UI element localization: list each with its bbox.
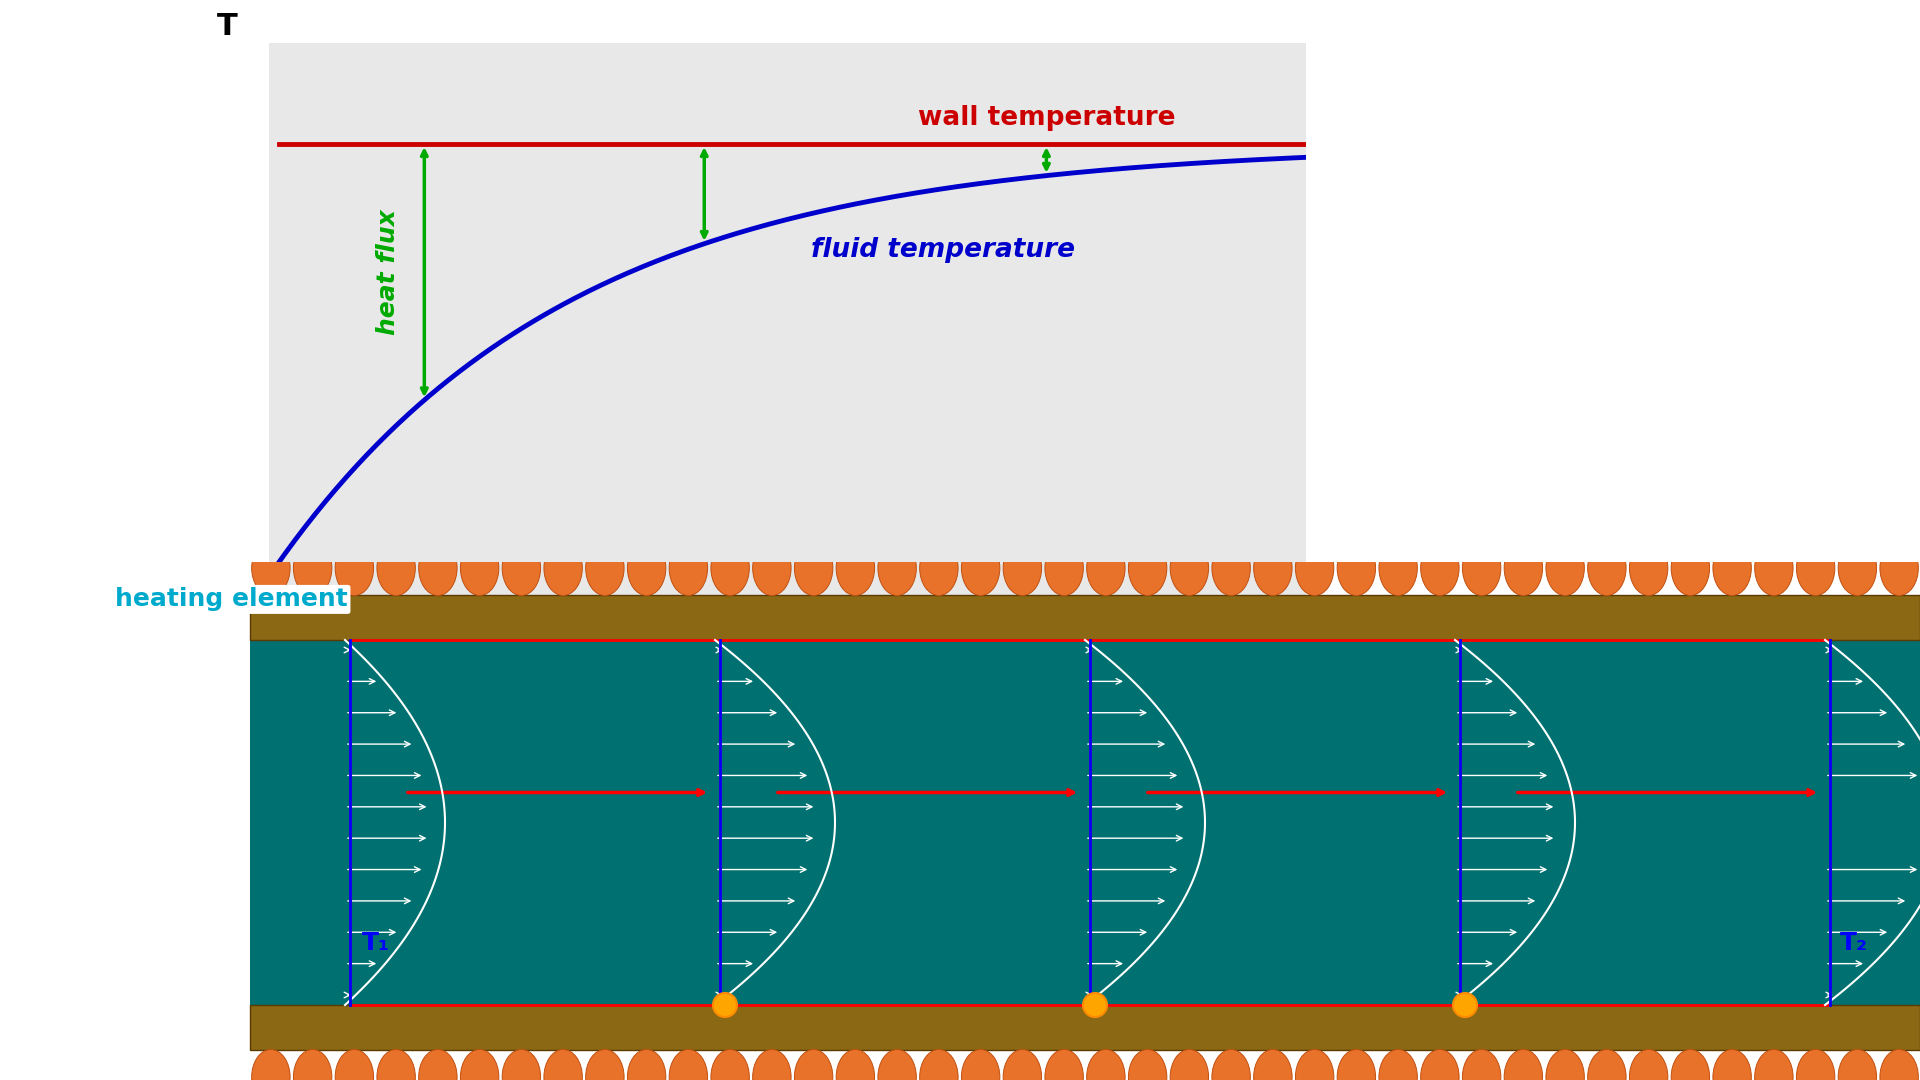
Bar	[1091, 640, 1459, 1005]
Ellipse shape	[1880, 1050, 1918, 1080]
Ellipse shape	[1296, 540, 1334, 595]
Text: fluid temperature: fluid temperature	[810, 237, 1075, 262]
Text: wall temperature: wall temperature	[918, 105, 1175, 131]
Ellipse shape	[1254, 1050, 1292, 1080]
Circle shape	[712, 993, 737, 1017]
Ellipse shape	[1002, 540, 1041, 595]
Bar	[349, 640, 720, 1005]
Ellipse shape	[1212, 1050, 1250, 1080]
Ellipse shape	[1421, 540, 1459, 595]
Ellipse shape	[1336, 1050, 1375, 1080]
FancyBboxPatch shape	[250, 640, 1920, 1005]
Text: heating element: heating element	[115, 588, 348, 611]
Ellipse shape	[1837, 1050, 1876, 1080]
Ellipse shape	[1002, 1050, 1041, 1080]
Text: x: x	[1336, 612, 1357, 642]
Text: T₁: T₁	[363, 931, 390, 955]
Ellipse shape	[837, 540, 876, 595]
Ellipse shape	[1087, 540, 1125, 595]
Ellipse shape	[1463, 540, 1501, 595]
Ellipse shape	[1044, 540, 1083, 595]
Text: d: d	[144, 808, 165, 837]
Ellipse shape	[1503, 1050, 1542, 1080]
Ellipse shape	[376, 1050, 415, 1080]
Ellipse shape	[628, 540, 666, 595]
FancyBboxPatch shape	[250, 1005, 1920, 1050]
Ellipse shape	[628, 1050, 666, 1080]
Ellipse shape	[753, 540, 791, 595]
Ellipse shape	[336, 1050, 374, 1080]
Text: T₂: T₂	[1839, 931, 1868, 955]
Ellipse shape	[586, 540, 624, 595]
Ellipse shape	[1044, 1050, 1083, 1080]
Ellipse shape	[1588, 1050, 1626, 1080]
Ellipse shape	[1379, 540, 1417, 595]
Ellipse shape	[336, 540, 374, 595]
Ellipse shape	[1129, 540, 1167, 595]
Ellipse shape	[920, 540, 958, 595]
FancyBboxPatch shape	[250, 595, 1920, 640]
Ellipse shape	[795, 540, 833, 595]
Ellipse shape	[710, 1050, 749, 1080]
Ellipse shape	[753, 1050, 791, 1080]
Text: heat flux: heat flux	[376, 210, 399, 335]
Ellipse shape	[962, 540, 1000, 595]
Ellipse shape	[837, 1050, 876, 1080]
Ellipse shape	[795, 1050, 833, 1080]
Ellipse shape	[1296, 1050, 1334, 1080]
Text: T: T	[217, 12, 238, 41]
Ellipse shape	[294, 1050, 332, 1080]
Ellipse shape	[1837, 540, 1876, 595]
Ellipse shape	[1546, 540, 1584, 595]
Ellipse shape	[1713, 1050, 1751, 1080]
Ellipse shape	[1588, 540, 1626, 595]
Ellipse shape	[461, 540, 499, 595]
Ellipse shape	[1670, 1050, 1709, 1080]
Ellipse shape	[1797, 1050, 1836, 1080]
Ellipse shape	[670, 540, 708, 595]
Ellipse shape	[294, 540, 332, 595]
Ellipse shape	[419, 1050, 457, 1080]
Ellipse shape	[503, 540, 541, 595]
Ellipse shape	[1212, 540, 1250, 595]
Ellipse shape	[1880, 540, 1918, 595]
Ellipse shape	[586, 1050, 624, 1080]
Ellipse shape	[1169, 540, 1208, 595]
Ellipse shape	[1670, 540, 1709, 595]
Ellipse shape	[710, 540, 749, 595]
Ellipse shape	[252, 1050, 290, 1080]
Circle shape	[1083, 993, 1108, 1017]
Ellipse shape	[1713, 540, 1751, 595]
Ellipse shape	[877, 1050, 916, 1080]
Ellipse shape	[1254, 540, 1292, 595]
Ellipse shape	[461, 1050, 499, 1080]
Ellipse shape	[503, 1050, 541, 1080]
Ellipse shape	[1336, 540, 1375, 595]
Ellipse shape	[543, 1050, 582, 1080]
Ellipse shape	[419, 540, 457, 595]
Ellipse shape	[1463, 1050, 1501, 1080]
Ellipse shape	[1503, 540, 1542, 595]
Ellipse shape	[1546, 1050, 1584, 1080]
Ellipse shape	[1630, 1050, 1668, 1080]
Bar	[720, 640, 1091, 1005]
Ellipse shape	[1129, 1050, 1167, 1080]
Circle shape	[1453, 993, 1476, 1017]
Ellipse shape	[252, 540, 290, 595]
Ellipse shape	[1421, 1050, 1459, 1080]
Ellipse shape	[962, 1050, 1000, 1080]
Ellipse shape	[877, 540, 916, 595]
Ellipse shape	[1797, 540, 1836, 595]
Ellipse shape	[376, 540, 415, 595]
Ellipse shape	[1755, 540, 1793, 595]
Ellipse shape	[543, 540, 582, 595]
Ellipse shape	[920, 1050, 958, 1080]
Ellipse shape	[1379, 1050, 1417, 1080]
Bar	[1459, 640, 1830, 1005]
Ellipse shape	[1630, 540, 1668, 595]
Ellipse shape	[1087, 1050, 1125, 1080]
Ellipse shape	[670, 1050, 708, 1080]
Ellipse shape	[1755, 1050, 1793, 1080]
Ellipse shape	[1169, 1050, 1208, 1080]
